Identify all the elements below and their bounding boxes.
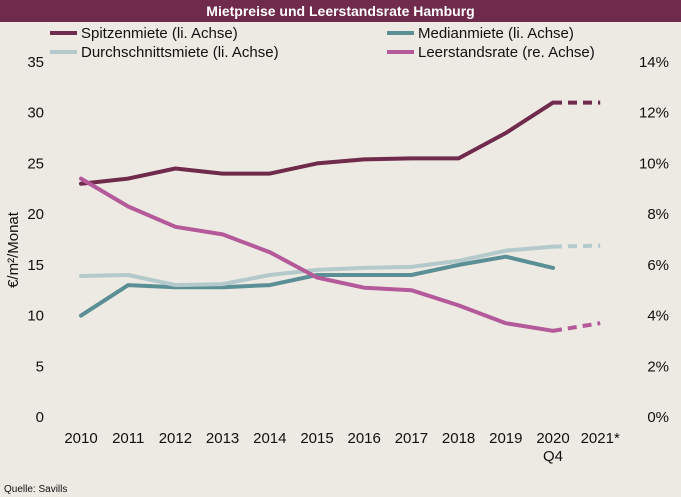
x-tick-label: 2016: [348, 430, 381, 447]
series-line-spitzenmiete: [79, 100, 555, 186]
x-tick-label: 2014: [253, 430, 286, 447]
x-tick-label: 2018: [442, 430, 475, 447]
legend-label-medianmiete: Medianmiete (li. Achse): [418, 25, 574, 42]
legend-label-durchschnittsmiete: Durchschnittsmiete (li. Achse): [81, 44, 279, 61]
y-tick-label: 35: [27, 54, 44, 71]
x-tick-label: 2019: [489, 430, 522, 447]
x-tick-sublabel: Q4: [543, 448, 563, 465]
y2-tick-label: 4%: [647, 308, 669, 325]
y-tick-label: 25: [27, 155, 44, 172]
y2-tick-label: 6%: [647, 257, 669, 274]
y-tick-label: 15: [27, 257, 44, 274]
x-tick-label: 2015: [300, 430, 333, 447]
source-note: Quelle: Savills: [4, 484, 67, 495]
series-line-medianmiete: [79, 254, 555, 318]
y2-tick-label: 10%: [639, 155, 669, 172]
y-tick-label: 5: [36, 358, 44, 375]
y-tick-label: 20: [27, 206, 44, 223]
series-line-dashed-durchschnittsmiete: [552, 243, 601, 249]
x-tick-label: 2012: [159, 430, 192, 447]
x-tick-label: 2020: [536, 430, 569, 447]
y2-tick-label: 12%: [639, 105, 669, 122]
y2-tick-label: 14%: [639, 54, 669, 71]
x-tick-label: 2011: [112, 430, 144, 447]
y-axis-label: €/m²/Monat: [5, 211, 22, 288]
x-tick-label: 2021*: [581, 430, 620, 447]
y-tick-label: 10: [27, 308, 44, 325]
legend-label-spitzenmiete: Spitzenmiete (li. Achse): [81, 25, 238, 42]
y-tick-label: 0: [36, 409, 44, 426]
series-line-dashed-leerstandsrate: [552, 321, 601, 333]
x-tick-label: 2017: [395, 430, 428, 447]
y2-tick-label: 0%: [647, 409, 669, 426]
legend-label-leerstandsrate: Leerstandsrate (re. Achse): [418, 44, 595, 61]
y2-tick-label: 2%: [647, 358, 669, 375]
chart-title: Mietpreise und Leerstandsrate Hamburg: [0, 0, 681, 22]
x-tick-label: 2010: [64, 430, 97, 447]
y-tick-label: 30: [27, 105, 44, 122]
y2-tick-label: 8%: [647, 206, 669, 223]
x-tick-label: 2013: [206, 430, 239, 447]
